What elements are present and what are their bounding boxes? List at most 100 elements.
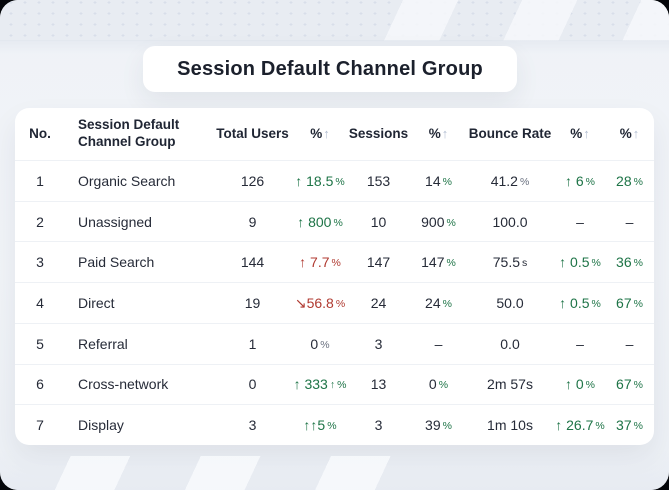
cell-pct-3: ↑ 6% — [555, 173, 605, 189]
value-text: 0 — [310, 335, 319, 352]
cell-sessions: 10 — [345, 214, 412, 230]
value-text: % — [335, 175, 345, 188]
value-text: Organic Search — [78, 172, 176, 189]
column-header-no: No. — [15, 126, 65, 143]
value-text: ↑ 6 — [564, 172, 584, 189]
value-text: Unassigned — [78, 213, 152, 230]
table-row: 6 Cross-network 0 ↑ 333 ↑% 13 0% 2m 57s ↑ 0% 67% — [15, 363, 654, 405]
sort-arrow-icon: ↑ — [632, 125, 640, 141]
value-text: % — [320, 338, 330, 351]
cell-pct-3: – — [555, 336, 605, 352]
value-text: 147 — [366, 254, 391, 271]
value-text: % — [591, 257, 601, 270]
column-label: No. — [29, 125, 51, 141]
cell-channel: Direct — [65, 295, 210, 311]
cell-total-users: 3 — [210, 417, 295, 433]
value-text: 36 — [616, 254, 632, 271]
value-text: 4 — [36, 295, 44, 312]
value-text: % — [633, 175, 643, 188]
value-text: 2 — [36, 213, 44, 230]
cell-sessions: 153 — [345, 173, 412, 189]
cell-bounce-rate: 2m 57s — [465, 376, 555, 392]
value-text: ↑↑5 — [303, 417, 326, 434]
column-label: Session Default Channel Group — [78, 117, 180, 149]
value-text: ↑ 26.7 — [555, 417, 594, 434]
value-text: 39 — [425, 417, 441, 434]
value-text: 0.0 — [500, 335, 520, 352]
page-title: Session Default Channel Group — [177, 57, 483, 80]
value-text: % — [335, 298, 346, 311]
cell-pct-2: 900% — [412, 214, 465, 230]
cell-pct-2: – — [412, 336, 465, 352]
cell-channel: Referral — [65, 336, 210, 352]
cell-no: 2 — [15, 214, 65, 230]
cell-channel: Organic Search — [65, 173, 210, 189]
column-label: % — [310, 125, 323, 141]
cell-pct-4: 28% — [605, 173, 654, 189]
value-text: ↑ 0 — [564, 376, 584, 393]
column-header-bounce-rate: Bounce Rate — [465, 126, 555, 143]
cell-pct-2: 0% — [412, 376, 465, 392]
value-text: 100.0 — [492, 213, 528, 230]
bottom-diagonal-stripes — [0, 456, 440, 490]
cell-bounce-rate: 0.0 — [465, 336, 555, 352]
cell-total-users: 19 — [210, 295, 295, 311]
cell-sessions: 3 — [345, 417, 412, 433]
value-text: % — [442, 420, 452, 433]
value-text: 24 — [370, 295, 387, 312]
cell-sessions: 147 — [345, 254, 412, 270]
sort-arrow-icon: ↑ — [323, 125, 330, 141]
table-row: 7 Display 3 ↑↑5% 3 39% 1m 10s ↑ 26.7% 37% — [15, 404, 654, 445]
cell-channel: Display — [65, 417, 210, 433]
cell-pct-1: ↑↑5% — [295, 417, 345, 433]
column-label: Bounce Rate — [468, 125, 552, 141]
value-text: 6 — [36, 376, 44, 393]
cell-pct-3: – — [555, 214, 605, 230]
value-text: 9 — [248, 213, 257, 230]
cell-total-users: 1 — [210, 336, 295, 352]
value-text: % — [442, 298, 452, 311]
value-text: 28 — [616, 172, 632, 189]
value-text: 13 — [370, 376, 387, 393]
column-label: Sessions — [348, 125, 409, 141]
value-text: 7 — [36, 417, 44, 434]
value-text: 67 — [616, 376, 632, 393]
cell-pct-3: ↑ 0.5% — [555, 295, 605, 311]
value-text: % — [585, 379, 596, 392]
column-header-channel: Session Default Channel Group — [65, 117, 210, 151]
cell-pct-2: 39% — [412, 417, 465, 433]
value-text: % — [633, 420, 643, 433]
cell-no: 5 — [15, 336, 65, 352]
cell-pct-4: 37% — [605, 417, 654, 433]
table-row: 4 Direct 19 ↘56.8% 24 24% 50.0 ↑ 0.5% 67% — [15, 282, 654, 323]
value-text: 67 — [616, 295, 632, 312]
value-text: ↘56.8 — [294, 294, 334, 311]
value-text: % — [337, 379, 347, 392]
channel-group-table: No. Session Default Channel Group Total Us… — [15, 108, 654, 445]
top-diagonal-stripes — [339, 0, 669, 41]
value-text: ↑ 800 — [297, 213, 332, 230]
value-text: % — [633, 298, 643, 311]
value-text: 5 — [36, 335, 44, 352]
cell-pct-2: 147% — [412, 254, 465, 270]
value-text: % — [633, 379, 643, 392]
cell-total-users: 144 — [210, 254, 295, 270]
sort-arrow-icon: ↑ — [441, 125, 449, 141]
value-text: 144 — [240, 254, 265, 271]
value-text: – — [576, 335, 584, 352]
cell-pct-2: 14% — [412, 173, 465, 189]
top-decor-band — [0, 0, 669, 41]
value-text: ↑ 333 — [293, 376, 328, 393]
column-label: % — [619, 125, 632, 141]
value-text: % — [633, 257, 643, 270]
cell-sessions: 3 — [345, 336, 412, 352]
value-text: % — [446, 257, 456, 270]
value-text: 1m 10s — [487, 417, 533, 434]
sort-arrow-icon: ↑ — [583, 125, 590, 141]
cell-pct-3: ↑ 26.7% — [555, 417, 605, 433]
table-row: 3 Paid Search 144 ↑ 7.7% 147 147% 75.5 s ↑ 0.5% 3… — [15, 241, 654, 282]
value-text: 24 — [425, 295, 441, 312]
value-text: Cross-network — [78, 376, 169, 393]
